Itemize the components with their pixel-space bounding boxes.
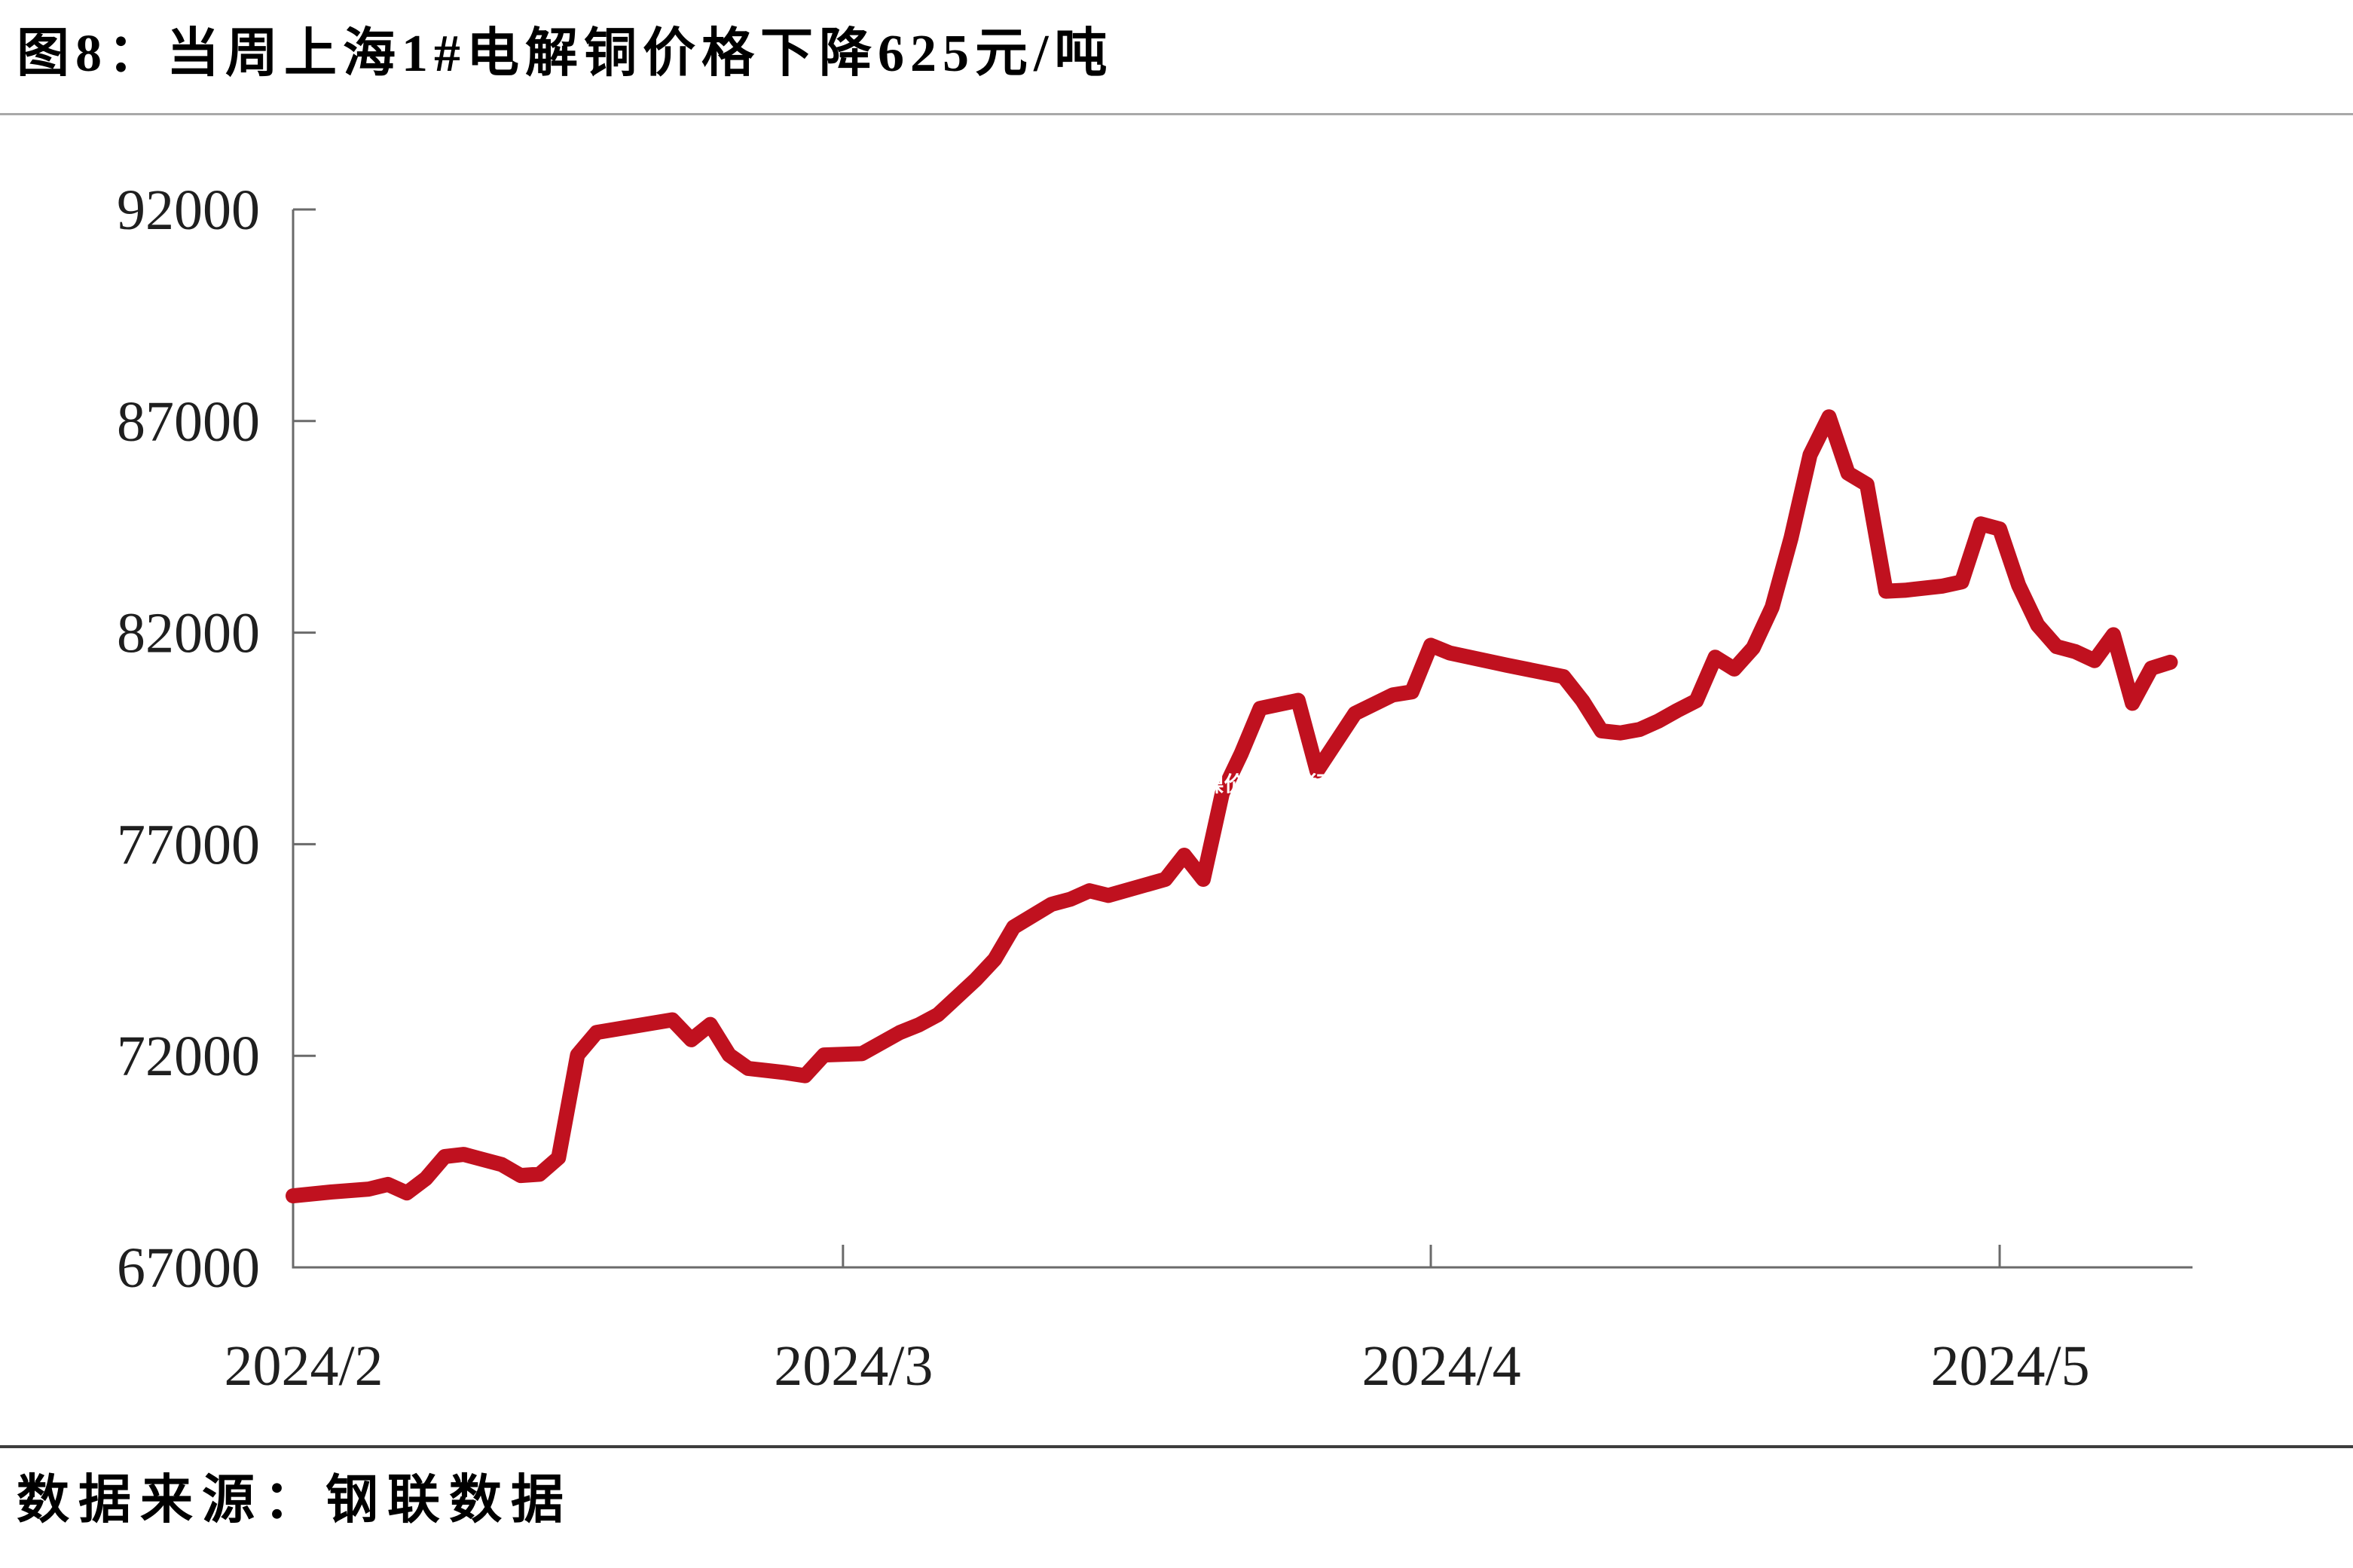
y-axis-tick-label: 92000 (117, 179, 260, 242)
y-axis-tick-label: 87000 (117, 390, 260, 454)
data-source-label: 数据来源：钢联数据 (17, 1472, 573, 1530)
x-axis-tick-label: 2024/3 (774, 1334, 933, 1398)
title-separator (0, 113, 2353, 115)
footer-separator (0, 1445, 2353, 1448)
y-axis-tick-label: 67000 (117, 1236, 260, 1300)
overlay-banner-text: 30日废镍价格最新行情,30日废镍价格最新行情深度解析 (918, 772, 1435, 796)
y-axis-tick-label: 72000 (117, 1025, 260, 1088)
x-axis-tick-label: 2024/4 (1361, 1334, 1520, 1398)
overlay-banner: 30日废镍价格最新行情,30日废镍价格最新行情深度解析 (0, 763, 2353, 803)
chart-title: 图8：当周上海1#电解铜价格下降625元/吨 (17, 25, 1114, 83)
y-axis-tick-label: 77000 (117, 813, 260, 876)
axis-lines (292, 209, 2193, 1269)
price-series-line (286, 409, 2178, 1204)
y-axis-tick-label: 82000 (117, 602, 260, 665)
x-axis-tick-label: 2024/2 (224, 1334, 383, 1398)
x-axis-tick-label: 2024/5 (1930, 1334, 2089, 1398)
